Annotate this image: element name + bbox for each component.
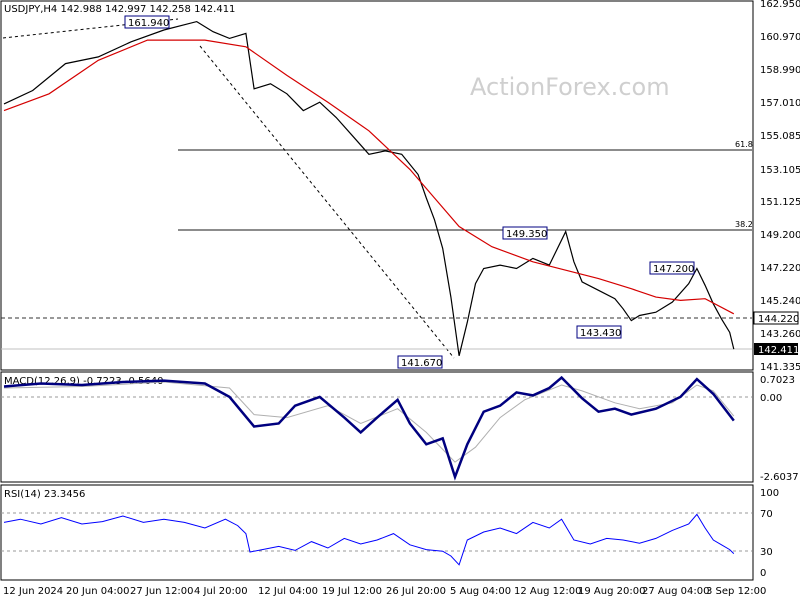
rsi-tick: 0	[760, 568, 766, 579]
annotation-141670: 141.670	[397, 355, 443, 369]
rsi-panel	[0, 484, 754, 581]
annotation-143430: 143.430	[576, 325, 622, 339]
svg-text:161.940: 161.940	[128, 18, 169, 29]
time-tick: 4 Jul 20:00	[194, 586, 248, 597]
price-series	[3, 20, 735, 356]
rsi-tick: 30	[760, 547, 773, 558]
macd-panel	[0, 371, 754, 483]
moving-average-line	[3, 39, 735, 315]
annotation-161940: 161.940	[124, 15, 170, 29]
macd-signal-line	[3, 381, 735, 463]
annotation-149350: 149.350	[502, 226, 548, 240]
fibo-38-label: 38.2	[735, 220, 753, 229]
price-tick: 158.990	[760, 65, 800, 76]
svg-text:141.670: 141.670	[401, 358, 442, 369]
ref-level-badge: 144.220	[753, 311, 799, 325]
svg-text:147.200: 147.200	[653, 264, 694, 275]
price-tick: 151.125	[760, 197, 800, 208]
time-tick: 20 Jun 04:00	[66, 586, 130, 597]
time-tick: 3 Sep 12:00	[706, 586, 766, 597]
fibo-61-label: 61.8	[735, 140, 753, 149]
price-tick: 141.335	[760, 362, 800, 373]
time-tick: 27 Jun 12:00	[130, 586, 194, 597]
symbol-header: USDJPY,H4 142.988 142.997 142.258 142.41…	[4, 4, 235, 15]
svg-text:142.411: 142.411	[758, 345, 799, 356]
watermark: ActionForex.com	[470, 73, 670, 101]
last-price-badge: 142.411	[754, 343, 799, 356]
rsi-line	[3, 513, 735, 566]
price-tick: 162.950	[760, 0, 800, 10]
price-tick: 147.220	[760, 263, 800, 274]
time-tick: 12 Jun 2024	[3, 586, 63, 597]
time-axis: 12 Jun 2024 20 Jun 04:00 27 Jun 12:00 4 …	[3, 586, 766, 597]
svg-text:144.220: 144.220	[758, 314, 799, 325]
price-tick: 149.200	[760, 230, 800, 241]
price-axis: 162.950 160.970 158.990 157.010 155.085 …	[760, 0, 800, 373]
price-tick: 143.260	[760, 329, 800, 340]
macd-tick: 0.7023	[760, 375, 795, 386]
macd-tick: -2.6037	[760, 472, 799, 483]
macd-tick: 0.00	[760, 393, 782, 404]
time-tick: 19 Jul 12:00	[322, 586, 382, 597]
macd-line	[3, 375, 735, 481]
time-tick: 27 Aug 04:00	[642, 586, 709, 597]
macd-label: MACD(12,26,9) -0.7223 -0.5640	[4, 376, 164, 387]
price-tick: 157.010	[760, 98, 800, 109]
rsi-tick: 70	[760, 509, 773, 520]
svg-text:143.430: 143.430	[580, 328, 621, 339]
time-tick: 5 Aug 04:00	[450, 586, 511, 597]
price-tick: 145.240	[760, 296, 800, 307]
rsi-tick: 100	[760, 488, 779, 499]
time-tick: 12 Aug 12:00	[514, 586, 581, 597]
price-panel	[0, 0, 754, 371]
price-tick: 153.105	[760, 165, 800, 176]
time-tick: 26 Jul 20:00	[386, 586, 446, 597]
svg-text:149.350: 149.350	[506, 229, 547, 240]
price-tick: 160.970	[760, 32, 800, 43]
rsi-label: RSI(14) 23.3456	[4, 489, 85, 500]
annotation-147200: 147.200	[649, 261, 695, 275]
time-tick: 19 Aug 20:00	[578, 586, 645, 597]
trend-line-diagonal	[199, 45, 455, 359]
price-tick: 155.085	[760, 131, 800, 142]
time-tick: 12 Jul 04:00	[258, 586, 318, 597]
